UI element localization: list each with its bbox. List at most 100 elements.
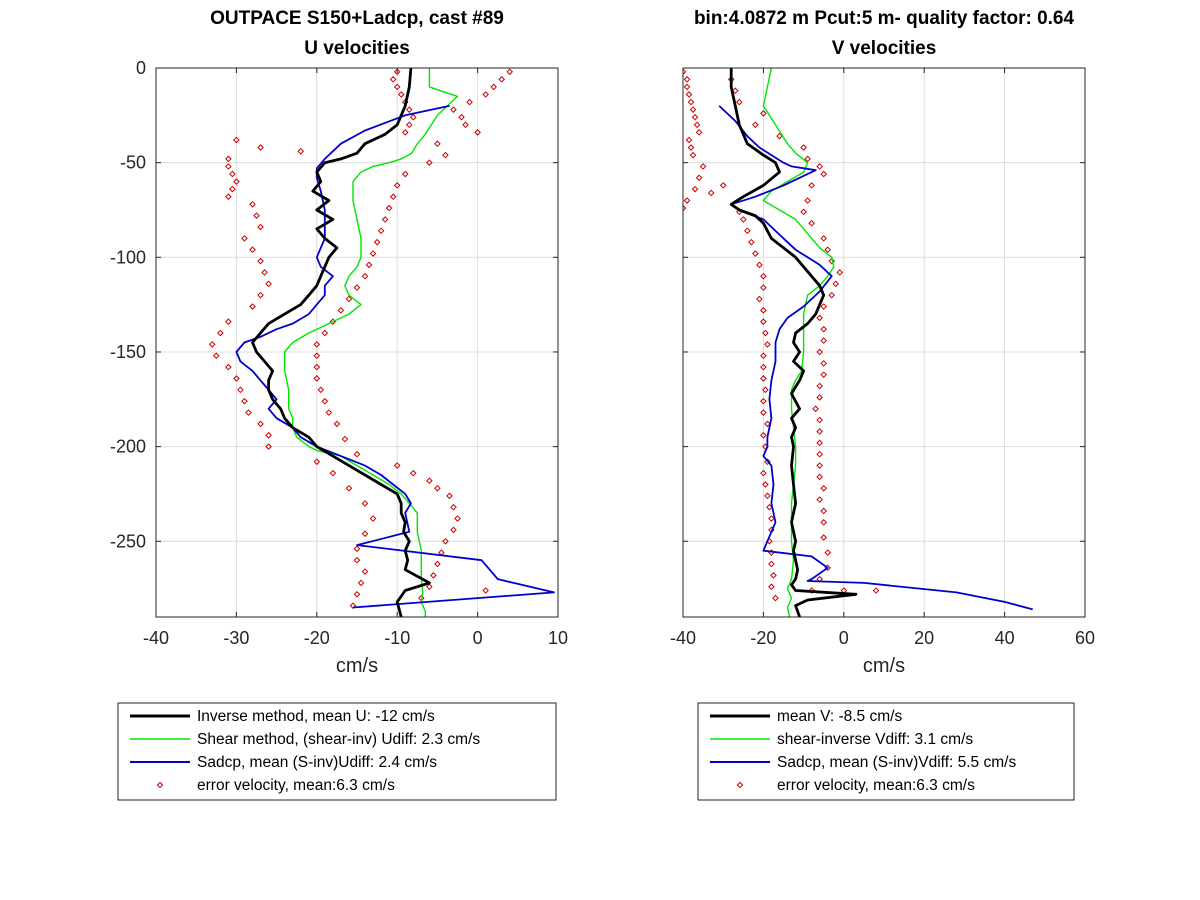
- u-error-velocity-point: [249, 200, 256, 208]
- v-error-velocity-point: [695, 129, 703, 136]
- v-error-velocity-point: [820, 170, 828, 178]
- u-x-tick-label: -30: [223, 628, 249, 648]
- v-error-velocity-point: [760, 318, 767, 325]
- u-error-velocity-point: [393, 83, 401, 91]
- v-error-velocity-point: [812, 405, 819, 413]
- u-error-velocity-point: [337, 307, 345, 314]
- v-error-velocity-point: [699, 163, 707, 170]
- u-error-velocity-point: [245, 409, 252, 416]
- u-error-velocity-point: [373, 238, 381, 246]
- u-error-velocity-point: [430, 572, 437, 579]
- u-error-velocity-point: [325, 409, 333, 416]
- u-error-velocity-point: [313, 363, 321, 371]
- u-error-velocity-point: [241, 397, 248, 405]
- u-error-velocity-point: [401, 170, 409, 178]
- v-error-velocity-point: [707, 189, 715, 197]
- v-error-velocity-point: [872, 587, 880, 594]
- u-error-velocity-point: [393, 68, 401, 76]
- v-error-velocity-point: [762, 329, 769, 337]
- right-title-line2: V velocities: [832, 38, 937, 59]
- u-error-velocity-point: [426, 159, 433, 166]
- u-error-velocity-point: [233, 375, 240, 382]
- v-error-velocity-point: [828, 291, 836, 299]
- v-error-velocity-point: [752, 250, 759, 257]
- u-error-velocity-point: [297, 147, 305, 155]
- u-error-velocity-point: [313, 375, 321, 382]
- v-error-velocity-point: [768, 560, 775, 568]
- v-error-velocity-point: [808, 219, 815, 227]
- v-error-velocity-point: [828, 257, 836, 265]
- v-error-velocity-point: [776, 132, 783, 140]
- v-error-velocity-point: [768, 515, 775, 522]
- v-error-velocity-point: [808, 182, 815, 189]
- v-error-velocity-point: [683, 197, 691, 204]
- v-x-tick-label: -20: [750, 628, 776, 648]
- v-error-velocity-point: [820, 484, 828, 492]
- v-error-velocity-point: [824, 246, 832, 254]
- v-error-velocity-point: [760, 469, 767, 477]
- v-error-velocity-point: [760, 284, 767, 291]
- u-error-velocity-point: [377, 227, 385, 235]
- u-legend-label: Sadcp, mean (S-inv)Udiff: 2.4 cm/s: [197, 754, 437, 771]
- v-error-velocity-point: [756, 295, 763, 303]
- u-error-velocity-point: [321, 397, 329, 405]
- v-error-velocity-point: [816, 462, 823, 469]
- u-error-velocity-point: [208, 341, 216, 348]
- v-error-velocity-point: [816, 394, 823, 401]
- u-error-velocity-point: [401, 129, 409, 136]
- u-error-velocity-point: [341, 435, 349, 443]
- v-error-velocity-point: [832, 280, 840, 288]
- v-error-velocity-point: [760, 375, 767, 382]
- v-error-velocity-point: [816, 428, 823, 435]
- u-y-tick-label: -250: [110, 531, 146, 551]
- v-error-velocity-point: [695, 174, 703, 182]
- u-error-velocity-point: [265, 280, 272, 288]
- u-legend-box: [117, 702, 557, 801]
- u-error-velocity-point: [233, 178, 240, 185]
- v-grid: [682, 67, 1086, 617]
- v-legend: mean V: -8.5 cm/s shear-inverse Vdiff: 3.…: [697, 702, 1075, 801]
- v-legend-marker: [736, 781, 744, 789]
- u-error-velocity-point: [442, 151, 449, 159]
- v-series-line-inverse: [729, 68, 858, 617]
- u-error-velocity-point: [233, 136, 240, 144]
- u-error-velocity-point: [442, 537, 449, 545]
- v-x-tick-label: -40: [670, 628, 696, 648]
- v-error-velocity-point: [816, 450, 823, 458]
- u-x-axis-label: cm/s: [336, 655, 378, 677]
- u-error-velocity-point: [257, 144, 264, 151]
- u-error-velocity-point: [353, 450, 361, 458]
- u-error-velocity-point: [321, 329, 329, 337]
- u-error-velocity-point: [466, 98, 473, 106]
- v-axes-box: [682, 67, 1086, 618]
- v-error-velocity-point: [685, 136, 693, 144]
- v-error-velocity-point: [816, 496, 823, 503]
- v-error-velocity-point: [760, 431, 767, 439]
- u-error-velocity-point: [265, 443, 272, 450]
- v-x-tick-label: 60: [1075, 628, 1095, 648]
- u-error-velocity-point: [397, 91, 405, 98]
- u-error-velocity-point: [393, 462, 401, 469]
- u-legend-label: Shear method, (shear-inv) Udiff: 2.3 cm/…: [197, 731, 480, 748]
- u-error-velocity-point: [253, 212, 260, 219]
- v-data: [683, 68, 1033, 617]
- u-error-velocity-point: [225, 318, 232, 325]
- u-x-tick-label: -20: [304, 628, 330, 648]
- v-error-velocity-point: [804, 155, 811, 163]
- left-title-line2: U velocities: [304, 38, 410, 59]
- v-error-velocity-point: [820, 519, 828, 526]
- u-error-velocity-point: [353, 556, 361, 564]
- u-error-velocity-point: [446, 492, 453, 500]
- u-error-velocity-point: [361, 272, 369, 280]
- v-error-velocity-point: [836, 269, 844, 276]
- v-legend-box: [697, 702, 1075, 801]
- v-error-velocity-point: [820, 534, 828, 541]
- u-error-velocity-point: [482, 91, 489, 98]
- u-error-velocity-point: [389, 193, 397, 201]
- u-legend-label: Inverse method, mean U: -12 cm/s: [197, 708, 435, 725]
- v-error-velocity-point: [739, 216, 747, 223]
- u-error-velocity-point: [329, 469, 337, 477]
- v-error-velocity-point: [816, 163, 823, 170]
- u-error-velocity-point: [241, 235, 248, 242]
- v-error-velocity-point: [760, 307, 767, 314]
